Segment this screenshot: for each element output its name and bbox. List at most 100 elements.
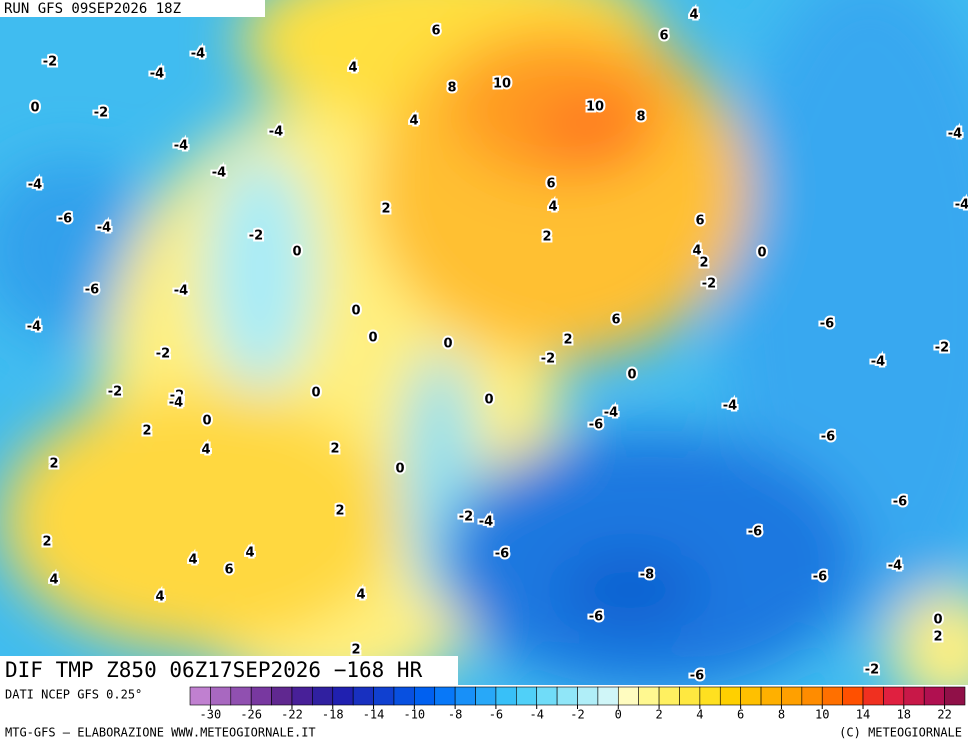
contour-label: -6 [748,525,762,540]
contour-label: 6 [611,313,620,328]
colorbar-swatch [781,686,803,706]
colorbar-swatch [740,686,762,706]
contour-label: 0 [627,368,636,383]
contour-label: -4 [888,559,902,574]
contour-label: 2 [335,504,344,519]
map-title: DIF TMP Z850 06Z17SEP2026 −168 HR [5,658,423,682]
contour-label: -2 [156,347,170,362]
colorbar-tick-label: -18 [322,708,344,722]
contour-label: 2 [933,630,942,645]
contour-label: 0 [292,245,301,260]
contour-label: 4 [409,114,418,129]
contour-label: 4 [356,588,365,603]
colorbar-tick-label: 22 [937,708,951,722]
colorbar-swatch [516,686,538,706]
colorbar-tick-label: -8 [448,708,462,722]
contour-label: -2 [935,341,949,356]
contour-label: -4 [97,221,111,236]
contour-label: -6 [85,283,99,298]
colorbar-swatch [944,686,966,706]
contour-label: 2 [542,230,551,245]
contour-label: -2 [43,55,57,70]
contour-label: 4 [155,590,164,605]
colorbar-swatch [760,686,782,706]
colorbar-swatch [617,686,639,706]
contour-label: 2 [330,442,339,457]
map: -2-4-40 -2-4-4-4-4-6-4-6 -4-4-2-2 -2-402422… [0,0,968,685]
contour-label: 10 [493,77,511,92]
contour-label: -2 [702,277,716,292]
colorbar-swatch [210,686,232,706]
colorbar-swatch [556,686,578,706]
contour-label: -4 [479,515,493,530]
colorbar-swatch [230,686,252,706]
contour-label: -2 [541,352,555,367]
contour-label: 0 [484,393,493,408]
colorbar-tick-label: -22 [281,708,303,722]
colorbar-tick-label: 4 [696,708,703,722]
contour-label: 6 [695,214,704,229]
colorbar-swatch [903,686,925,706]
colorbar-swatch [658,686,680,706]
contour-label: -2 [865,663,879,678]
colorbar-tick-label: -6 [489,708,503,722]
contour-label: -2 [94,106,108,121]
colorbar-swatch [495,686,517,706]
contour-label: 0 [368,331,377,346]
colorbar-swatch [842,686,864,706]
contour-label: -6 [813,570,827,585]
colorbar-swatch [719,686,741,706]
contour-label: 4 [201,443,210,458]
contour-label: 4 [692,244,701,259]
colorbar-swatch [923,686,945,706]
colorbar-swatch [536,686,558,706]
colorbar-swatch [332,686,354,706]
colorbar-swatch [373,686,395,706]
colorbar-swatch [271,686,293,706]
contour-label: 2 [699,256,708,271]
contour-label: -6 [589,610,603,625]
contour-label: 0 [30,101,39,116]
contour-label: -4 [955,198,968,213]
colorbar-tick-label: -30 [200,708,222,722]
contour-label: -4 [169,396,183,411]
contour-label: -4 [28,178,42,193]
contour-label: -6 [690,669,704,684]
colorbar-swatch [454,686,476,706]
contour-label: -4 [723,399,737,414]
contour-label: 0 [351,304,360,319]
contour-label: 6 [546,177,555,192]
contour-label: -4 [871,355,885,370]
contour-label: 0 [443,337,452,352]
contour-label: 2 [351,643,360,658]
contour-label: -8 [640,568,654,583]
contour-label: -6 [495,547,509,562]
contour-label: 4 [188,553,197,568]
contour-label: 0 [311,386,320,401]
colorbar-swatch [699,686,721,706]
colorbar-swatch [250,686,272,706]
contour-label: -4 [174,139,188,154]
contour-label: 8 [636,110,645,125]
contour-label: 4 [689,8,698,23]
colorbar-swatch [291,686,313,706]
colorbar-swatch [352,686,374,706]
colorbar-swatch [414,686,436,706]
colorbar-tick-label: -26 [240,708,262,722]
colorbar-tick-label: -14 [363,708,385,722]
contour-label: 6 [431,24,440,39]
contour-label: 0 [757,246,766,261]
colorbar-swatch [638,686,660,706]
field [0,0,968,685]
contour-label: -6 [820,317,834,332]
contour-label: -4 [604,406,618,421]
contour-label: 2 [563,333,572,348]
contour-label: -6 [589,418,603,433]
contour-label: 8 [447,81,456,96]
run-label: RUN GFS 09SEP2026 18Z [4,1,181,17]
colorbar-swatch [821,686,843,706]
colorbar-swatch [393,686,415,706]
colorbar-swatch [475,686,497,706]
colorbar-swatch [883,686,905,706]
